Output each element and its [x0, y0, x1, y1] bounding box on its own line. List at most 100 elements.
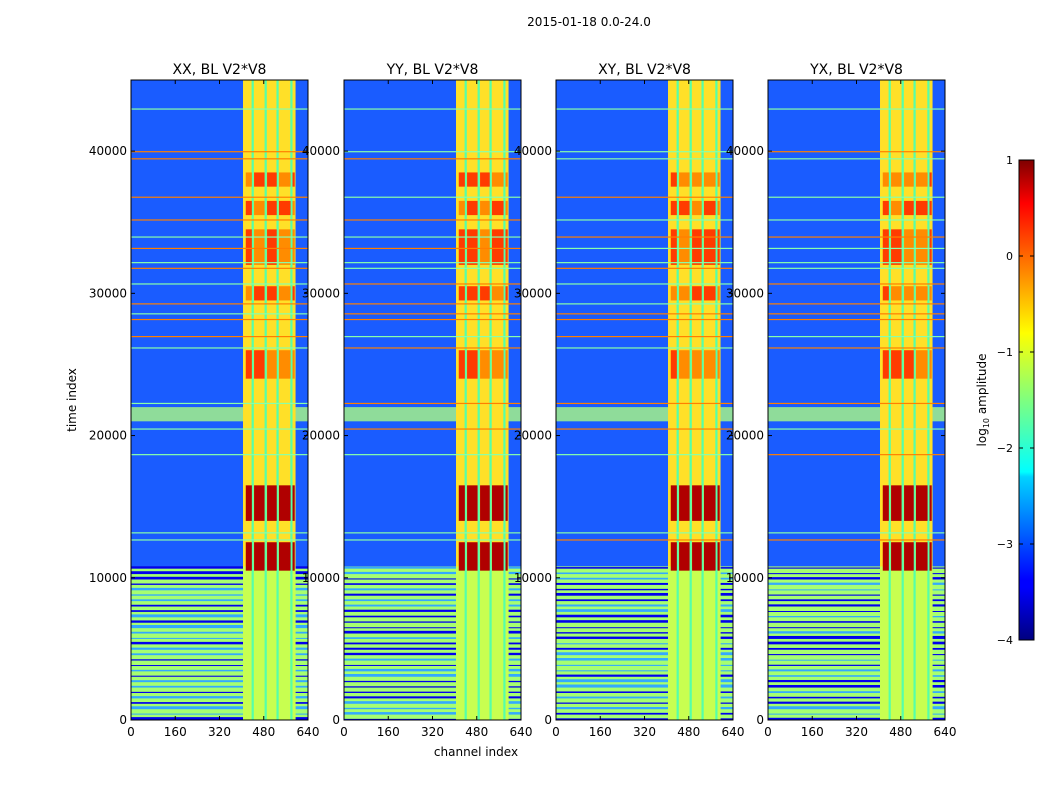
flag-stripe	[344, 686, 521, 688]
rfi-line	[556, 247, 733, 250]
rfi-line	[768, 219, 945, 221]
flag-stripe	[556, 707, 733, 710]
high-amplitude-block	[458, 485, 465, 521]
flag-stripe	[131, 594, 308, 596]
flag-stripe	[768, 641, 945, 645]
high-amplitude-block	[915, 286, 928, 301]
flag-stripe	[556, 712, 733, 715]
y-tick-label: 40000	[302, 144, 340, 158]
high-amplitude-block	[267, 200, 277, 216]
x-tick-label: 160	[801, 725, 824, 739]
high-amplitude-block	[904, 172, 914, 187]
rfi-line	[768, 532, 945, 534]
rfi-line	[131, 151, 308, 153]
flag-stripe	[556, 627, 733, 629]
y-tick-label: 0	[544, 713, 552, 727]
rfi-line	[768, 267, 945, 269]
high-amplitude-block	[703, 542, 716, 571]
colorbar-label-log: log	[975, 428, 989, 446]
high-amplitude-block	[891, 542, 902, 571]
high-amplitude-block	[467, 542, 478, 571]
high-amplitude-block	[670, 200, 677, 216]
rfi-line	[344, 532, 521, 534]
x-tick-label: 0	[552, 725, 560, 739]
rfi-line	[131, 196, 308, 198]
high-amplitude-block	[292, 200, 295, 216]
flag-stripe	[768, 696, 945, 699]
high-amplitude-block	[491, 485, 504, 521]
colorbar-label-text: amplitude	[975, 354, 989, 418]
high-amplitude-block	[692, 542, 702, 571]
high-amplitude-block	[904, 286, 914, 301]
rfi-line	[131, 454, 308, 456]
y-tick-label: 20000	[89, 429, 127, 443]
flag-stripe	[344, 621, 521, 623]
high-amplitude-block	[882, 350, 889, 379]
flag-stripe	[768, 684, 945, 688]
x-tick-label: 640	[722, 725, 745, 739]
high-amplitude-block	[458, 542, 465, 571]
rfi-line	[131, 236, 308, 238]
high-amplitude-block	[480, 286, 490, 301]
rfi-line	[556, 236, 733, 238]
high-amplitude-block	[467, 286, 478, 301]
y-tick-label: 30000	[302, 286, 340, 300]
flag-stripe	[131, 599, 308, 602]
high-amplitude-block	[670, 229, 677, 265]
high-amplitude-block	[292, 542, 295, 571]
y-tick-label: 40000	[514, 144, 552, 158]
panel-xy: XY, BL V2*V8 0 160 320 480 640 0 10000 20000 3000…	[514, 62, 745, 739]
y-tick-label: 20000	[302, 429, 340, 443]
heatmap-image	[768, 80, 945, 720]
high-amplitude-block	[703, 200, 716, 216]
flag-stripe	[131, 702, 308, 704]
high-amplitude-block	[491, 229, 504, 265]
high-amplitude-block	[904, 485, 914, 521]
flag-stripe	[131, 566, 308, 569]
high-amplitude-block	[254, 485, 265, 521]
high-amplitude-block	[467, 485, 478, 521]
flag-stripe	[131, 665, 308, 667]
high-amplitude-block	[267, 542, 277, 571]
rfi-line	[131, 267, 308, 269]
flag-stripe	[131, 706, 308, 710]
flag-stripe	[556, 679, 733, 683]
flag-stripe	[556, 592, 733, 596]
rfi-line	[556, 336, 733, 338]
rfi-line	[344, 236, 521, 238]
rfi-line	[768, 428, 945, 430]
rfi-line	[768, 402, 945, 405]
y-tick-label: 10000	[726, 571, 764, 585]
flag-stripe	[556, 567, 733, 569]
flag-stripe	[344, 701, 521, 704]
high-amplitude-block	[254, 229, 265, 265]
flag-stripe	[556, 620, 733, 623]
flag-stripe	[556, 632, 733, 634]
y-tick-label: 0	[119, 713, 127, 727]
high-amplitude-block	[929, 172, 932, 187]
rfi-line	[768, 108, 945, 110]
flag-stripe	[131, 620, 308, 623]
high-amplitude-block	[703, 350, 716, 379]
colorbar-ticks: 1 0 −1 −2 −3 −4	[997, 154, 1034, 647]
flag-stripe	[344, 680, 521, 683]
colorbar-tick-label: −3	[997, 538, 1013, 551]
high-amplitude-block	[929, 542, 932, 571]
flag-stripe	[768, 635, 945, 639]
high-amplitude-block	[670, 286, 677, 301]
high-amplitude-block	[480, 542, 490, 571]
flag-stripe	[344, 583, 521, 585]
flag-stripe	[556, 604, 733, 607]
high-amplitude-block	[692, 286, 702, 301]
high-amplitude-block	[915, 172, 928, 187]
flag-stripe	[768, 631, 945, 634]
flag-stripe	[131, 587, 308, 591]
rfi-line	[556, 454, 733, 456]
high-amplitude-block	[882, 485, 889, 521]
rfi-line	[131, 313, 308, 315]
high-amplitude-block	[278, 485, 291, 521]
rfi-line	[768, 247, 945, 250]
x-tick-label: 480	[677, 725, 700, 739]
high-amplitude-block	[505, 229, 508, 265]
